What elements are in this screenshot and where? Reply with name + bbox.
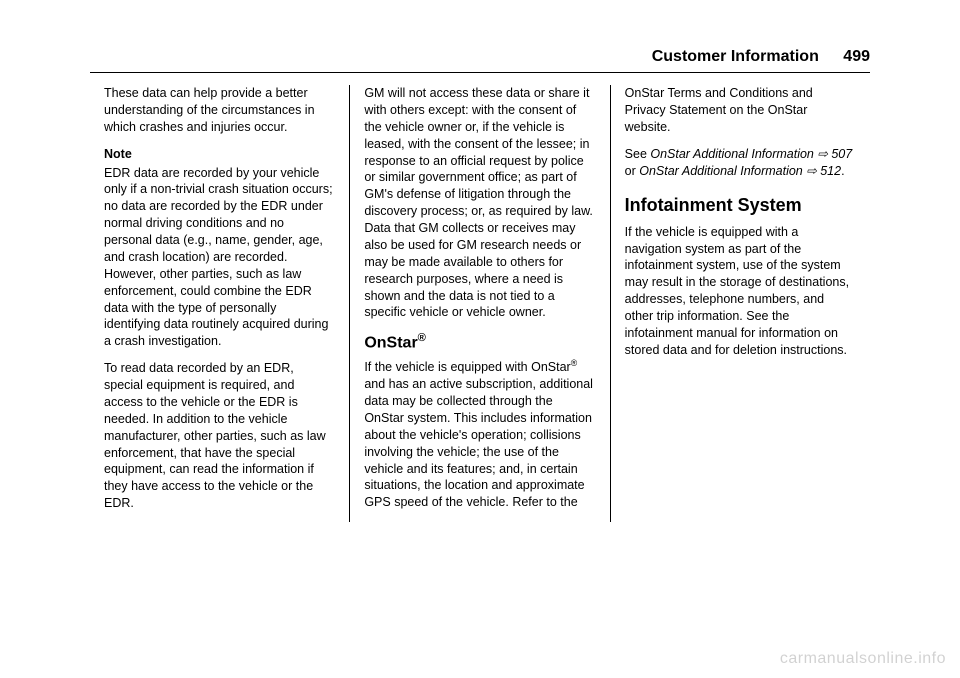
- body-text: If the vehicle is equipped with a naviga…: [625, 224, 856, 359]
- watermark: carmanualsonline.info: [780, 650, 946, 668]
- registered-symbol: ®: [418, 332, 426, 344]
- page-header: Customer Information 499: [90, 48, 870, 73]
- text-part: If the vehicle is equipped with OnStar: [364, 360, 570, 374]
- section-title: Customer Information: [652, 48, 819, 65]
- column-3: OnStar Terms and Conditions and Privacy …: [610, 85, 870, 522]
- heading-text: OnStar: [364, 335, 417, 352]
- body-text: EDR data are recorded by your vehicle on…: [104, 165, 335, 351]
- page-number: 499: [843, 48, 870, 65]
- reference-title: OnStar Additional Information: [639, 164, 806, 178]
- link-arrow-icon: ⇨: [806, 164, 816, 178]
- reference-title: OnStar Additional Information: [650, 147, 817, 161]
- text-part: .: [841, 164, 844, 178]
- infotainment-heading: Infotainment System: [625, 193, 856, 217]
- text-part: or: [625, 164, 640, 178]
- note-heading: Note: [104, 146, 335, 163]
- body-text: OnStar Terms and Conditions and Privacy …: [625, 85, 856, 136]
- cross-reference: See OnStar Additional Information ⇨ 507 …: [625, 146, 856, 180]
- text-part: and has an active subscription, addition…: [364, 377, 593, 509]
- body-text: If the vehicle is equipped with OnStar® …: [364, 358, 595, 511]
- body-text: To read data recorded by an EDR, special…: [104, 360, 335, 512]
- body-text: These data can help provide a better und…: [104, 85, 335, 136]
- column-1: These data can help provide a better und…: [90, 85, 349, 522]
- body-text: GM will not access these data or share i…: [364, 85, 595, 321]
- reference-page: 512: [817, 164, 841, 178]
- page-content: Customer Information 499 These data can …: [90, 0, 870, 522]
- reference-page: 507: [828, 147, 852, 161]
- registered-symbol: ®: [571, 358, 577, 368]
- onstar-heading: OnStar®: [364, 331, 595, 354]
- link-arrow-icon: ⇨: [817, 147, 827, 161]
- column-2: GM will not access these data or share i…: [349, 85, 609, 522]
- column-layout: These data can help provide a better und…: [90, 85, 870, 522]
- text-part: See: [625, 147, 651, 161]
